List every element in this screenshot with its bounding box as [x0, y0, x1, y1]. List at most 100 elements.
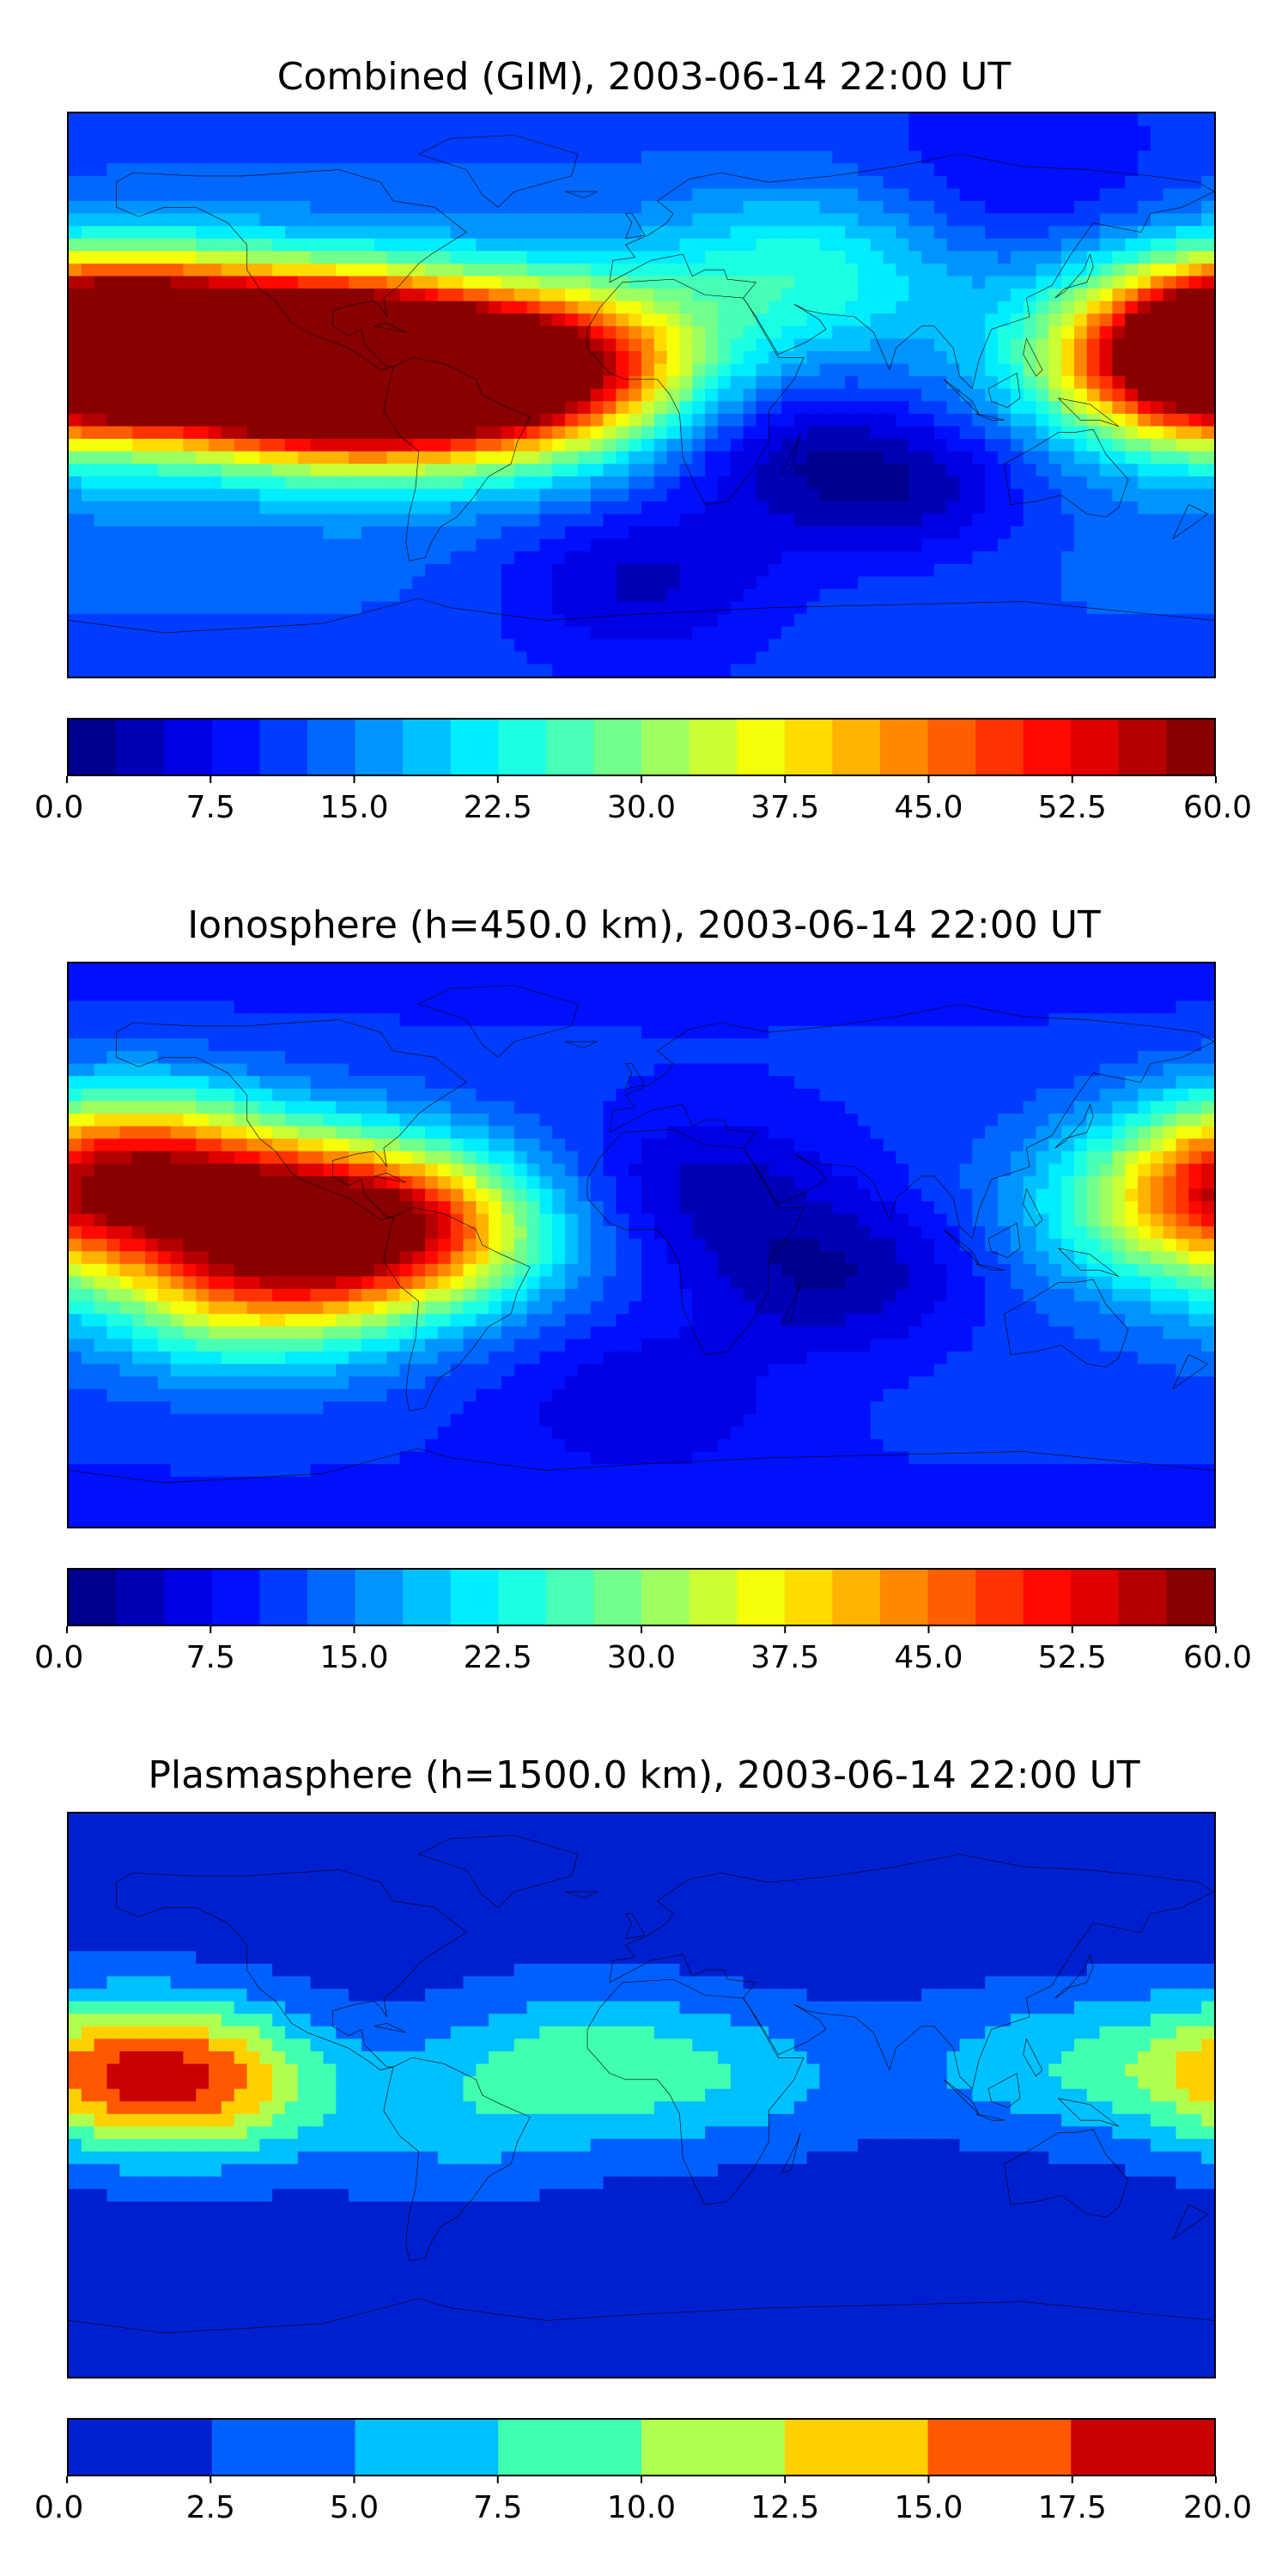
heatmap-cell	[1176, 188, 1190, 203]
heatmap-cell	[106, 426, 121, 440]
heatmap-cell	[1201, 363, 1214, 378]
heatmap-cell	[1163, 538, 1177, 553]
heatmap-cell	[513, 439, 528, 453]
heatmap-cell	[336, 1038, 350, 1053]
heatmap-cell	[349, 476, 363, 490]
heatmap-cell	[896, 301, 910, 315]
heatmap-cell	[386, 1076, 401, 1090]
heatmap-cell	[81, 651, 95, 665]
heatmap-cell	[361, 413, 375, 428]
heatmap-cell	[501, 451, 515, 465]
heatmap-cell	[196, 526, 210, 540]
heatmap-cell	[1061, 988, 1076, 1002]
heatmap-cell	[616, 188, 630, 203]
heatmap-cell	[959, 1025, 974, 1040]
heatmap-cell	[908, 138, 923, 152]
heatmap-cell	[119, 651, 134, 665]
heatmap-cell	[972, 413, 987, 428]
heatmap-cell	[272, 413, 287, 428]
heatmap-cell	[641, 489, 655, 503]
heatmap-cell	[361, 113, 375, 127]
heatmap-cell	[323, 1051, 337, 1065]
heatmap-cell	[463, 401, 477, 415]
heatmap-cell	[616, 426, 630, 440]
heatmap-cell	[590, 464, 605, 477]
heatmap-cell	[590, 563, 605, 578]
heatmap-cell	[921, 401, 936, 415]
heatmap-cell	[1048, 1038, 1063, 1053]
heatmap-cell	[526, 464, 541, 477]
heatmap-cell	[921, 1025, 936, 1040]
heatmap-cell	[946, 150, 961, 165]
heatmap-cell	[998, 975, 1012, 990]
heatmap-cell	[1036, 175, 1050, 190]
heatmap-cell	[946, 601, 961, 616]
heatmap-cell	[1138, 188, 1152, 203]
heatmap-cell	[629, 664, 643, 677]
heatmap-cell	[985, 614, 999, 628]
heatmap-cell	[946, 513, 961, 528]
heatmap-cell	[921, 276, 936, 290]
heatmap-cell	[972, 213, 987, 228]
heatmap-cell	[769, 1038, 783, 1053]
heatmap-cell	[349, 626, 363, 641]
heatmap-cell	[972, 163, 987, 177]
heatmap-cell	[1061, 188, 1076, 203]
heatmap-cell	[705, 963, 720, 977]
heatmap-cell	[272, 664, 287, 677]
heatmap-cell	[170, 513, 185, 528]
heatmap-cell	[349, 413, 363, 428]
heatmap-cell	[183, 150, 197, 165]
heatmap-cell	[653, 388, 668, 403]
heatmap-cell	[170, 401, 185, 415]
heatmap-cell	[361, 363, 375, 378]
heatmap-cell	[501, 276, 515, 290]
heatmap-cell	[1138, 451, 1152, 465]
heatmap-cell	[374, 238, 388, 252]
heatmap-cell	[157, 601, 172, 616]
heatmap-cell	[565, 251, 580, 265]
heatmap-cell	[781, 1051, 795, 1065]
heatmap-cell	[832, 238, 847, 252]
heatmap-cell	[81, 150, 95, 165]
heatmap-cell	[513, 526, 528, 540]
heatmap-cell	[361, 489, 375, 503]
heatmap-cell	[297, 388, 312, 403]
heatmap-cell	[144, 975, 159, 990]
heatmap-cell	[1112, 551, 1127, 565]
heatmap-cell	[629, 639, 643, 653]
heatmap-cell	[349, 963, 363, 977]
heatmap-cell	[221, 975, 235, 990]
heatmap-cell	[857, 439, 872, 453]
heatmap-cell	[323, 626, 337, 641]
heatmap-cell	[946, 263, 961, 277]
heatmap-cell	[1086, 664, 1101, 677]
heatmap-cell	[1073, 1051, 1088, 1065]
heatmap-cell	[1010, 1038, 1024, 1053]
heatmap-cell	[463, 175, 477, 190]
heatmap-cell	[374, 551, 388, 565]
heatmap-cell	[1010, 226, 1024, 240]
heatmap-cell	[399, 313, 414, 327]
heatmap-cell	[666, 1025, 681, 1040]
heatmap-cell	[1176, 251, 1190, 265]
heatmap-cell	[1073, 1038, 1088, 1053]
heatmap-cell	[183, 175, 197, 190]
heatmap-cell	[705, 588, 720, 603]
heatmap-cell	[653, 1051, 668, 1065]
heatmap-cell	[1023, 975, 1037, 990]
heatmap-cell	[463, 1076, 477, 1090]
heatmap-cell	[692, 388, 707, 403]
heatmap-cell	[259, 651, 274, 665]
heatmap-cell	[361, 188, 375, 203]
heatmap-cell	[374, 363, 388, 378]
heatmap-cell	[132, 150, 147, 165]
heatmap-cell	[323, 526, 337, 540]
heatmap-cell	[781, 464, 795, 477]
heatmap-cell	[463, 963, 477, 977]
heatmap-cell	[806, 138, 821, 152]
heatmap-cell	[336, 163, 350, 177]
heatmap-cell	[1086, 363, 1101, 378]
heatmap-cell	[119, 501, 134, 515]
heatmap-cell	[1176, 276, 1190, 290]
